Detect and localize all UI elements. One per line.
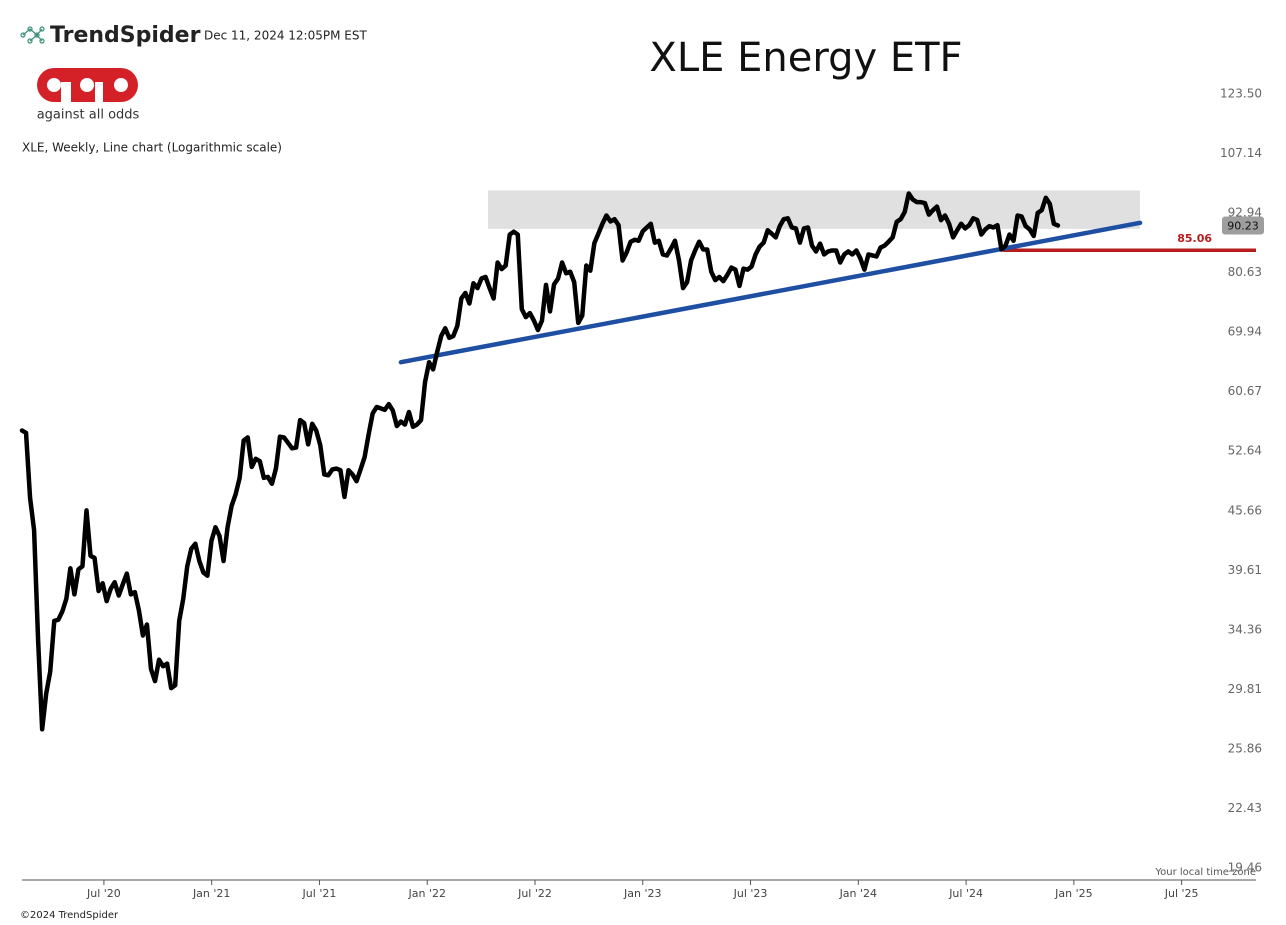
- chart-title: XLE Energy ETF: [649, 35, 962, 81]
- y-tick-label: 19.46: [1228, 860, 1262, 874]
- trendline: [398, 220, 1143, 365]
- y-tick-label: 107.14: [1220, 146, 1262, 160]
- resistance-zone: [488, 190, 1141, 229]
- last-price-box: [1222, 216, 1264, 235]
- x-tick-label: Jan '25: [1054, 887, 1092, 900]
- brand-name: TrendSpider: [50, 23, 201, 48]
- x-tick-label: Jul '24: [948, 887, 983, 900]
- support-label: 85.06: [1177, 232, 1212, 245]
- x-tick-label: Jan '24: [839, 887, 877, 900]
- chart-subtitle: XLE, Weekly, Line chart (Logarithmic sca…: [22, 141, 282, 155]
- y-tick-label: 52.64: [1228, 444, 1262, 458]
- x-tick-label: Jul '21: [302, 887, 337, 900]
- price-line: [19, 191, 1061, 732]
- brand-icon: [20, 26, 45, 44]
- logo: [37, 68, 138, 102]
- x-tick-label: Jul '23: [733, 887, 768, 900]
- y-tick-label: 25.86: [1228, 741, 1262, 755]
- x-tick-label: Jul '20: [86, 887, 121, 900]
- x-tick-label: Jul '22: [517, 887, 552, 900]
- y-tick-label: 34.36: [1228, 622, 1262, 636]
- y-tick-label: 80.63: [1228, 265, 1262, 279]
- y-tick-label: 69.94: [1228, 325, 1262, 339]
- logo-tagline: against all odds: [37, 108, 140, 123]
- y-tick-label: 123.50: [1220, 87, 1262, 101]
- y-tick-label: 45.66: [1228, 503, 1262, 517]
- timestamp: Dec 11, 2024 12:05PM EST: [204, 29, 367, 43]
- timezone-note: Your local time zone: [1154, 867, 1256, 878]
- y-tick-label: 92.94: [1228, 206, 1262, 220]
- x-tick-label: Jul '25: [1164, 887, 1199, 900]
- x-tick-label: Jan '21: [192, 887, 230, 900]
- copyright: ©2024 TrendSpider: [20, 910, 119, 921]
- x-tick-label: Jan '23: [623, 887, 661, 900]
- last-price-label: 90.23: [1227, 219, 1259, 232]
- x-tick-label: Jan '22: [407, 887, 445, 900]
- y-tick-label: 39.61: [1228, 563, 1262, 577]
- y-tick-label: 60.67: [1228, 384, 1262, 398]
- y-tick-label: 29.81: [1228, 682, 1262, 696]
- y-tick-label: 22.43: [1228, 801, 1262, 815]
